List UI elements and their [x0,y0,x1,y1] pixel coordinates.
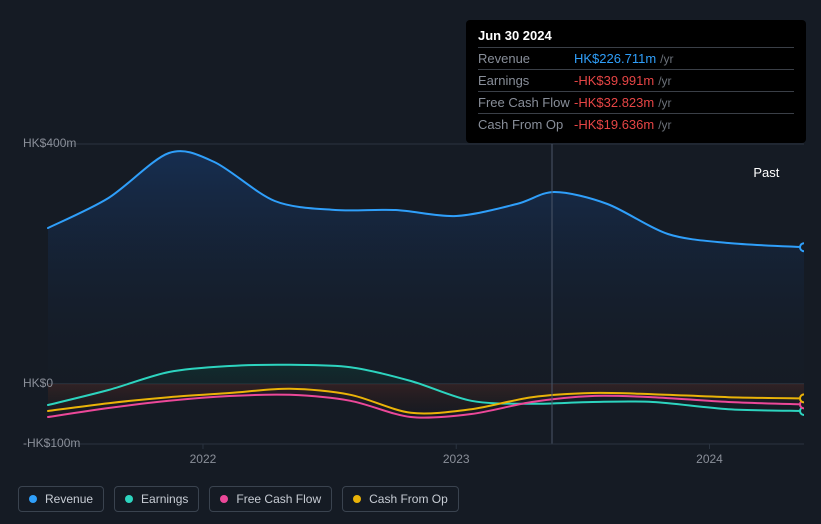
legend-dot-icon [220,495,228,503]
tooltip-row: RevenueHK$226.711m/yr [478,47,794,69]
x-axis-label: 2022 [190,452,217,466]
tooltip-metric-unit: /yr [660,52,673,66]
y-axis-label: HK$0 [23,376,53,390]
legend-label: Free Cash Flow [236,492,321,506]
past-label: Past [753,165,779,180]
legend-dot-icon [353,495,361,503]
tooltip-row: Earnings-HK$39.991m/yr [478,69,794,91]
legend-item[interactable]: Cash From Op [342,486,459,512]
x-axis-label: 2023 [443,452,470,466]
legend-label: Cash From Op [369,492,448,506]
tooltip-metric-value: -HK$32.823m [574,95,654,110]
legend-label: Revenue [45,492,93,506]
legend-item[interactable]: Free Cash Flow [209,486,332,512]
legend: Revenue Earnings Free Cash Flow Cash From O… [18,486,459,512]
y-axis-label: -HK$100m [23,436,80,450]
tooltip-metric-unit: /yr [658,74,671,88]
y-axis-label: HK$400m [23,136,76,150]
tooltip-metric-label: Earnings [478,73,574,88]
tooltip-metric-label: Revenue [478,51,574,66]
tooltip-metric-unit: /yr [658,96,671,110]
data-tooltip: Jun 30 2024 RevenueHK$226.711m/yrEarning… [466,20,806,143]
tooltip-metric-value: -HK$39.991m [574,73,654,88]
tooltip-row: Free Cash Flow-HK$32.823m/yr [478,91,794,113]
tooltip-date: Jun 30 2024 [478,28,794,47]
tooltip-metric-value: HK$226.711m [574,51,656,66]
legend-dot-icon [29,495,37,503]
legend-label: Earnings [141,492,188,506]
legend-item[interactable]: Revenue [18,486,104,512]
tooltip-metric-label: Free Cash Flow [478,95,574,110]
legend-item[interactable]: Earnings [114,486,199,512]
earnings-revenue-chart[interactable]: HK$400m HK$0 -HK$100m 2022 2023 2024 Past [18,128,804,478]
chart-svg [18,128,804,478]
x-axis-label: 2024 [696,452,723,466]
legend-dot-icon [125,495,133,503]
